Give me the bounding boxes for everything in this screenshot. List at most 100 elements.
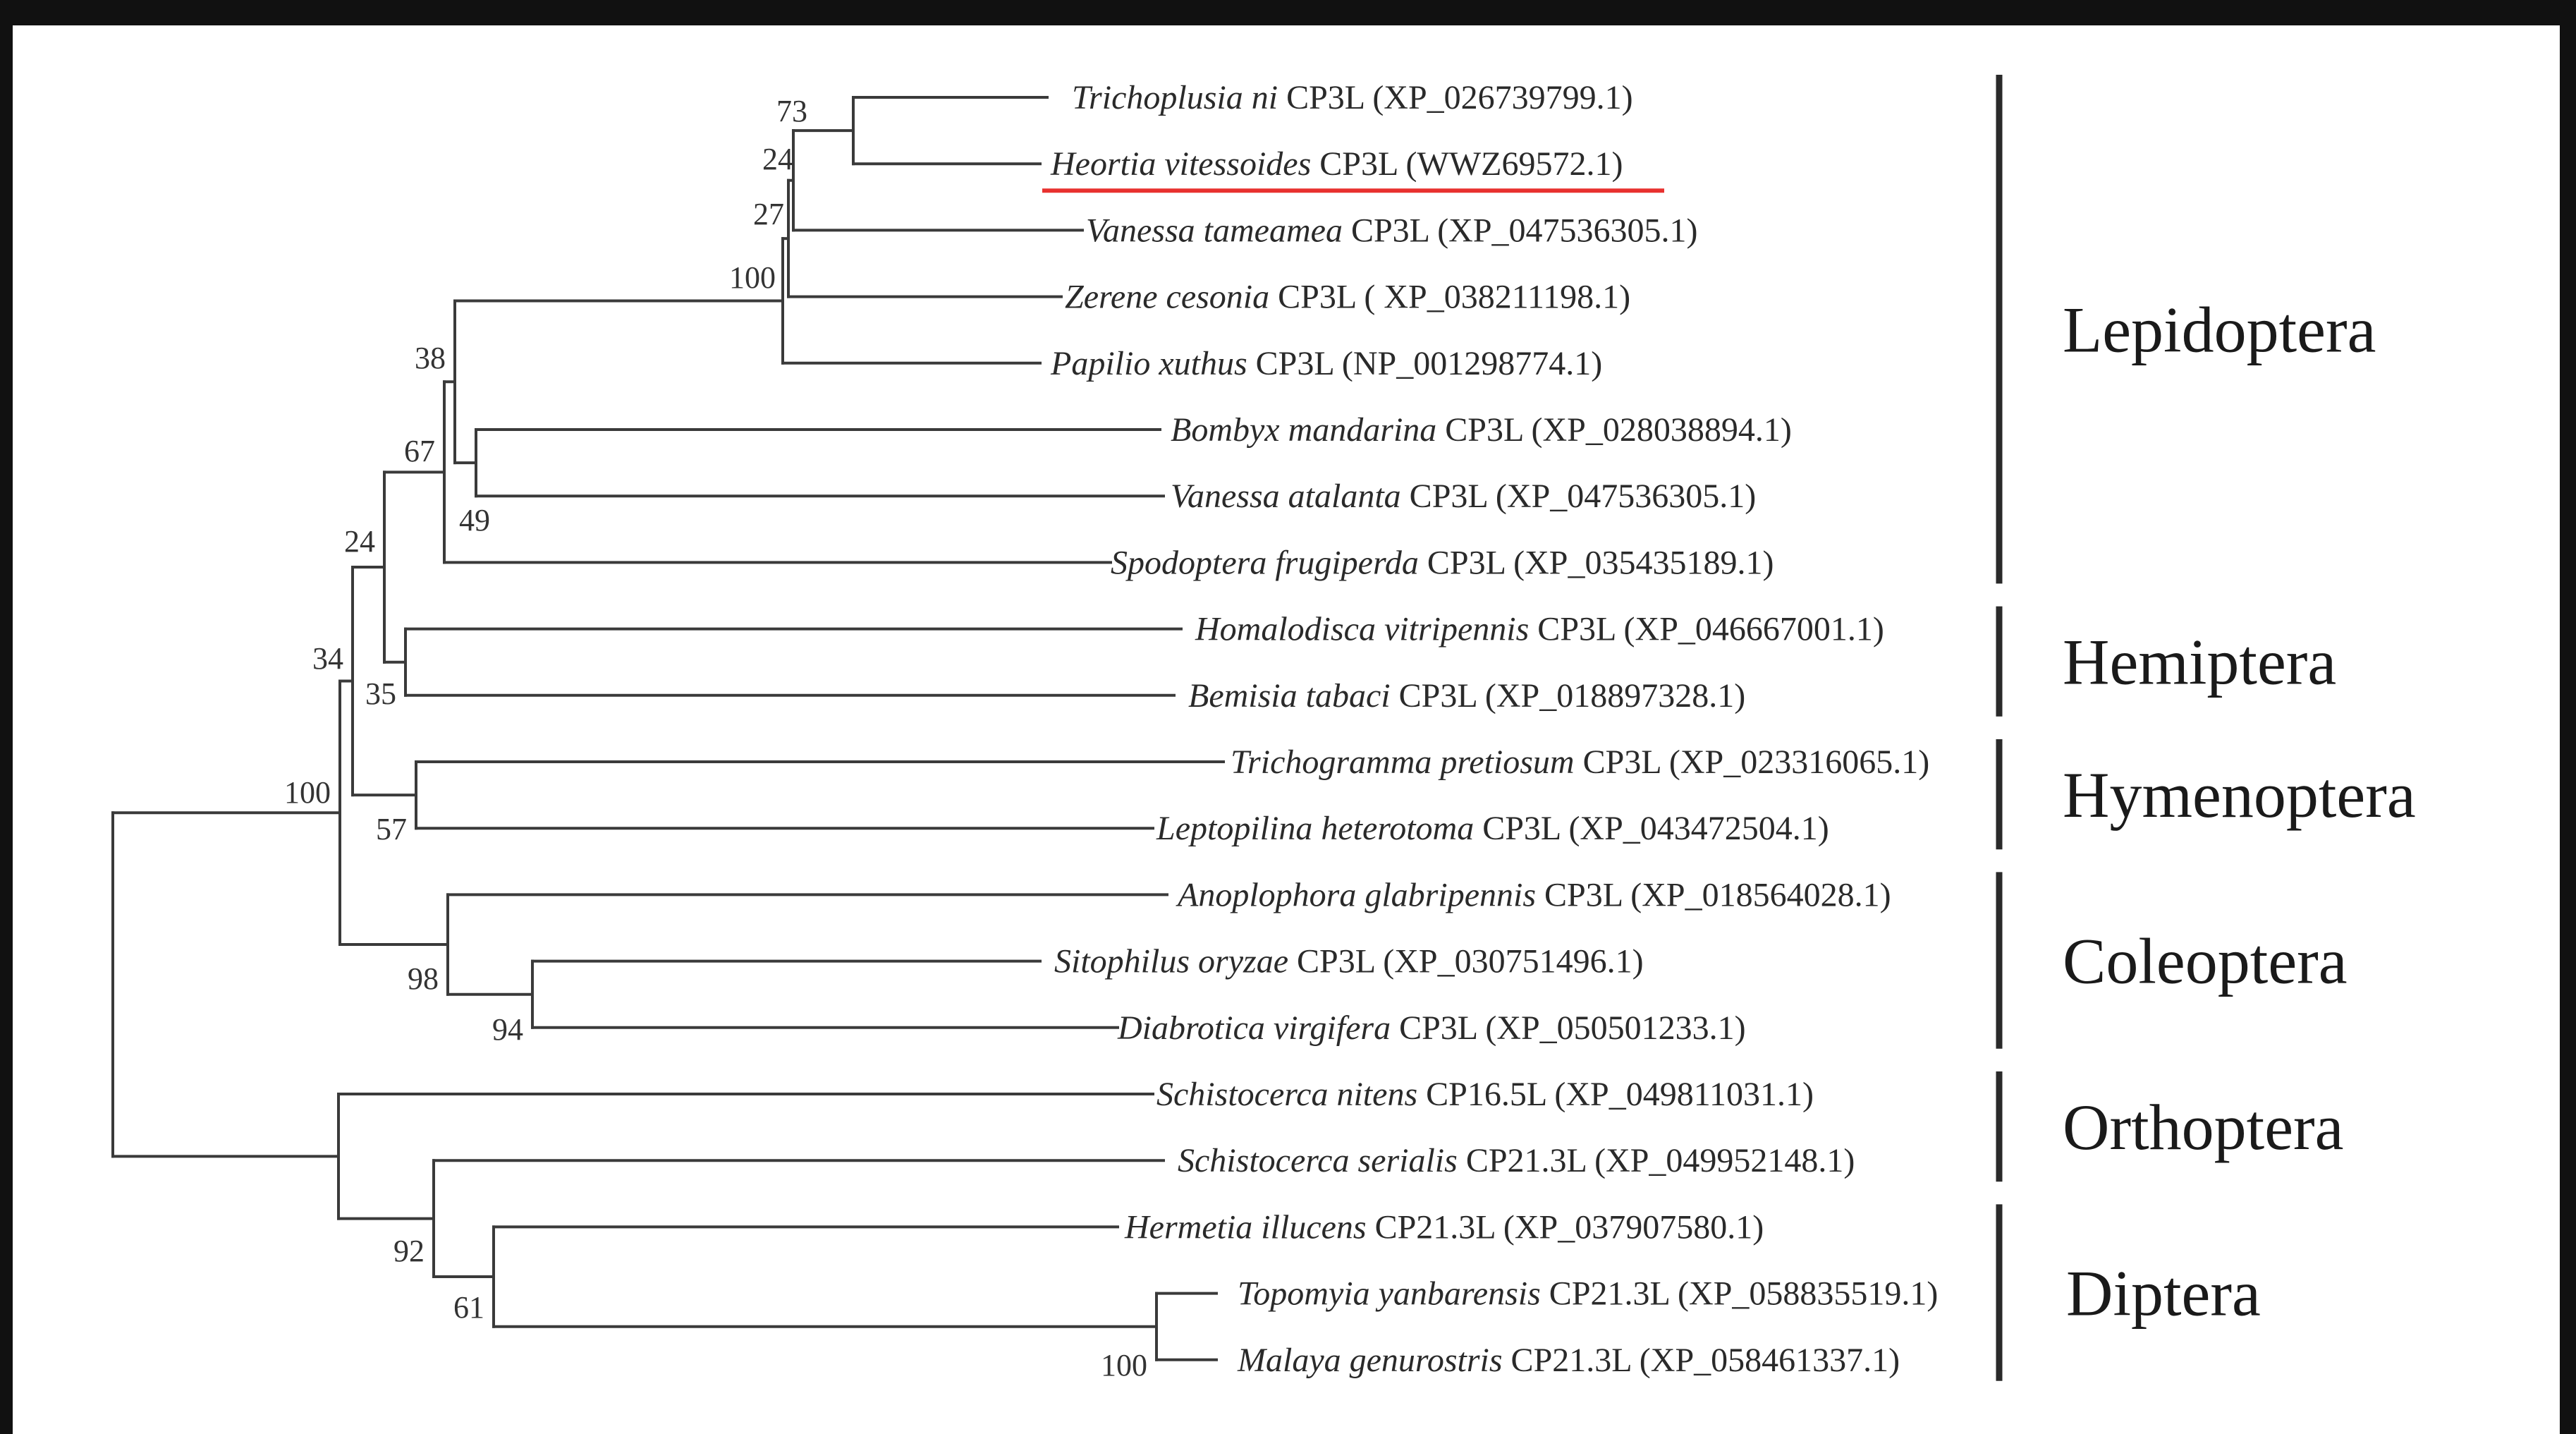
- gene-name: CP3L: [1269, 279, 1355, 316]
- bootstrap-value-n_lep_hem: 24: [344, 524, 375, 559]
- species-name: Bombyx mandarina: [1171, 411, 1436, 449]
- accession-number: (XP_037907580.1): [1495, 1208, 1764, 1246]
- leaf-label-L7: Vanessa atalanta CP3L (XP_047536305.1): [1171, 478, 1756, 515]
- leaf-label-L15: Diabrotica virgifera CP3L (XP_050501233.…: [1117, 1009, 1746, 1047]
- frame-right-border: [2560, 0, 2576, 1434]
- bootstrap-value-n_hym: 57: [376, 812, 407, 846]
- accession-number: (XP_047536305.1): [1487, 478, 1756, 515]
- species-name: Papilio xuthus: [1050, 345, 1247, 382]
- leaf-label-L9: Homalodisca vitripennis CP3L (XP_0466670…: [1195, 611, 1884, 648]
- species-name: Schistocerca nitens: [1156, 1076, 1417, 1113]
- bootstrap-value-n_lep_a: 38: [415, 341, 446, 375]
- species-name: Leptopilina heterotoma: [1156, 810, 1474, 847]
- species-name: Heortia vitessoides: [1050, 145, 1311, 183]
- leaf-label-L17: Schistocerca serialis CP21.3L (XP_049952…: [1178, 1142, 1855, 1179]
- bootstrap-value-n_lhh: 34: [312, 641, 343, 676]
- gene-name: CP21.3L: [1367, 1208, 1495, 1246]
- frame-top-border: [0, 0, 2576, 25]
- bootstrap-value-n_sit_dia: 94: [492, 1012, 523, 1047]
- accession-number: (NP_001298774.1): [1333, 345, 1602, 382]
- species-name: Sitophilus oryzae: [1054, 943, 1288, 980]
- bootstrap-value-n_l1_5: 100: [729, 260, 776, 295]
- leaf-label-L18: Hermetia illucens CP21.3L (XP_037907580.…: [1124, 1208, 1764, 1246]
- order-label-hemiptera: Hemiptera: [2063, 626, 2336, 698]
- species-name: Zerene cesonia: [1065, 279, 1269, 316]
- species-name: Trichogramma pretiosum: [1231, 743, 1575, 781]
- accession-number: (XP_043472504.1): [1560, 810, 1829, 847]
- species-name: Diabrotica virgifera: [1117, 1009, 1391, 1047]
- leaf-label-L8: Spodoptera frugiperda CP3L (XP_035435189…: [1111, 544, 1774, 581]
- bootstrap-value-n_ingroup: 100: [284, 775, 331, 810]
- gene-name: CP3L: [1288, 943, 1374, 980]
- gene-name: CP21.3L: [1458, 1142, 1586, 1179]
- bootstrap-value-n_hem: 35: [365, 676, 396, 711]
- accession-number: (XP_058835519.1): [1669, 1275, 1938, 1313]
- accession-number: (XP_018564028.1): [1622, 876, 1891, 913]
- order-groups: Lepidoptera Hemiptera Hymenoptera Coleopter…: [1996, 75, 2416, 1381]
- species-name: Vanessa tameamea: [1086, 212, 1343, 249]
- order-label-diptera: Diptera: [2066, 1258, 2261, 1330]
- accession-number: (XP_049811031.1): [1546, 1076, 1814, 1113]
- order-label-lepidoptera: Lepidoptera: [2063, 294, 2376, 366]
- species-name: Vanessa atalanta: [1171, 478, 1401, 515]
- bootstrap-value-n_top_mal: 100: [1101, 1348, 1147, 1383]
- gene-name: CP3L: [1529, 611, 1615, 648]
- bootstrap-value-n_lep: 67: [404, 434, 435, 468]
- accession-number: (XP_047536305.1): [1429, 212, 1697, 249]
- tree-branches: [111, 96, 1225, 1361]
- accession-number: ( XP_038211198.1): [1355, 279, 1630, 316]
- leaf-label-L14: Sitophilus oryzae CP3L (XP_030751496.1): [1054, 943, 1644, 980]
- species-name: Homalodisca vitripennis: [1195, 611, 1529, 648]
- bootstrap-value-n_col: 98: [408, 961, 439, 996]
- leaf-label-L19: Topomyia yanbarensis CP21.3L (XP_0588355…: [1238, 1275, 1938, 1313]
- leaf-label-L12: Leptopilina heterotoma CP3L (XP_04347250…: [1156, 810, 1829, 847]
- leaf-label-L5: Papilio xuthus CP3L (NP_001298774.1): [1050, 345, 1602, 382]
- gene-name: CP3L: [1247, 345, 1333, 382]
- bootstrap-value-n_ort_dip: 92: [393, 1234, 425, 1268]
- leaf-label-L13: Anoplophora glabripennis CP3L (XP_018564…: [1176, 876, 1891, 913]
- species-name: Spodoptera frugiperda: [1111, 544, 1419, 581]
- order-label-hymenoptera: Hymenoptera: [2063, 759, 2416, 831]
- accession-number: (XP_023316065.1): [1661, 743, 1929, 781]
- species-name: Anoplophora glabripennis: [1176, 876, 1536, 913]
- leaf-label-L2: Heortia vitessoides CP3L (WWZ69572.1): [1050, 145, 1623, 183]
- accession-number: (XP_028038894.1): [1523, 411, 1792, 449]
- gene-name: CP21.3L: [1503, 1342, 1631, 1379]
- frame-left-border: [0, 0, 13, 1434]
- leaf-label-L3: Vanessa tameamea CP3L (XP_047536305.1): [1086, 212, 1698, 249]
- species-name: Topomyia yanbarensis: [1238, 1275, 1541, 1313]
- leaf-label-L20: Malaya genurostris CP21.3L (XP_058461337…: [1237, 1342, 1900, 1379]
- accession-number: (XP_050501233.1): [1477, 1009, 1745, 1047]
- gene-name: CP3L: [1343, 212, 1429, 249]
- order-label-coleoptera: Coleoptera: [2063, 925, 2348, 997]
- leaf-label-L10: Bemisia tabaci CP3L (XP_018897328.1): [1188, 677, 1745, 715]
- accession-number: (XP_018897328.1): [1477, 677, 1745, 715]
- accession-number: (XP_046667001.1): [1616, 611, 1884, 648]
- accession-number: (XP_030751496.1): [1374, 943, 1643, 980]
- accession-number: (XP_049952148.1): [1586, 1142, 1855, 1179]
- bootstrap-value-n_bom_van: 49: [459, 503, 490, 537]
- leaf-label-L4: Zerene cesonia CP3L ( XP_038211198.1): [1065, 279, 1630, 316]
- leaf-label-L16: Schistocerca nitens CP16.5L (XP_04981103…: [1156, 1076, 1814, 1113]
- gene-name: CP3L: [1401, 478, 1487, 515]
- leaf-label-L6: Bombyx mandarina CP3L (XP_028038894.1): [1171, 411, 1792, 449]
- bootstrap-value-n_dip: 61: [453, 1290, 484, 1325]
- gene-name: CP3L: [1575, 743, 1661, 781]
- bootstrap-value-n_tni_hvi: 73: [776, 94, 807, 128]
- bootstrap-value-n_l1_3: 24: [762, 142, 793, 176]
- species-name: Malaya genurostris: [1237, 1342, 1503, 1379]
- order-label-orthoptera: Orthoptera: [2063, 1091, 2344, 1163]
- species-name: Bemisia tabaci: [1188, 677, 1391, 715]
- leaf-labels: Trichoplusia ni CP3L (XP_026739799.1) Heo…: [1042, 79, 1938, 1379]
- gene-name: CP16.5L: [1417, 1076, 1546, 1113]
- gene-name: CP3L: [1391, 677, 1477, 715]
- species-name: Schistocerca serialis: [1178, 1142, 1458, 1179]
- gene-name: CP3L: [1419, 544, 1505, 581]
- gene-name: CP3L: [1536, 876, 1622, 913]
- gene-name: CP3L: [1391, 1009, 1477, 1047]
- gene-name: CP3L: [1436, 411, 1522, 449]
- accession-number: (XP_026739799.1): [1364, 79, 1632, 116]
- accession-number: (WWZ69572.1): [1398, 145, 1623, 183]
